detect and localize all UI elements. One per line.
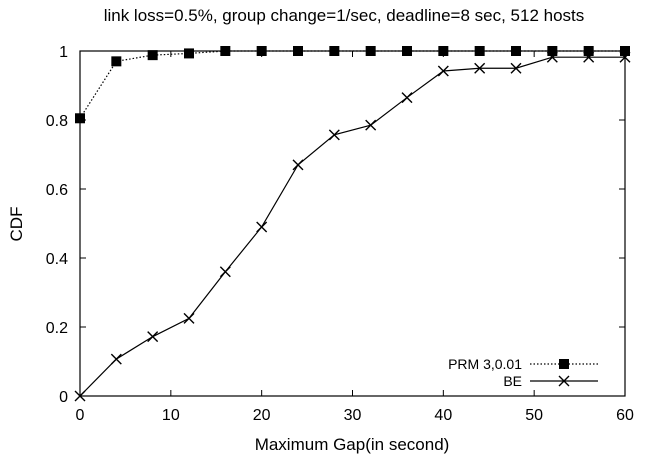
x-tick-label: 40 [434,407,452,424]
legend-marker-be [558,375,570,387]
series-point-square [293,46,303,56]
series-point-x [110,353,122,365]
series-point-x [292,159,304,171]
legend-label-be: BE [503,373,522,389]
series-point-x [546,51,558,63]
series-point-x [328,129,340,141]
series-point-x [183,312,195,324]
x-axis-label: Maximum Gap(in second) [255,435,450,454]
series-line-0 [79,50,625,119]
series-point-square [402,46,412,56]
series-point-square [474,46,485,56]
series-point-square [583,46,594,56]
series-point-square [147,50,158,61]
x-tick-label: 50 [525,407,543,424]
x-tick-label: 20 [253,407,271,424]
series-point-x [147,331,159,343]
series-point-x [256,221,268,233]
y-axis-ticks: 0 0.2 0.4 0.6 0.8 1 [46,44,625,406]
series-point-square [620,46,630,56]
series-point-x [583,51,595,63]
series-line-1 [79,56,625,397]
series-point-square [75,113,85,124]
series-point-square [511,46,521,56]
x-tick-label: 60 [616,407,634,424]
x-tick-label: 30 [344,407,362,424]
series-point-square [547,46,558,56]
plot-frame [79,50,626,397]
x-tick-label: 10 [162,407,180,424]
series-point-square [365,46,376,56]
series-point-x [219,266,231,278]
series-point-square [256,46,267,56]
y-tick-label: 0.2 [46,320,68,337]
chart-title: link loss=0.5%, group change=1/sec, dead… [104,6,585,25]
series-point-x [365,119,377,131]
legend-marker-prm [559,359,569,369]
y-axis-label: CDF [7,207,26,242]
y-tick-label: 0.6 [46,182,68,199]
y-tick-label: 1 [59,44,68,61]
y-tick-label: 0.4 [46,251,68,268]
series-point-x [74,390,86,402]
y-tick-label: 0.8 [46,113,68,130]
series-point-square [329,46,340,56]
legend-label-prm: PRM 3,0.01 [448,356,522,372]
series-point-square [111,56,122,67]
y-tick-label: 0 [59,389,68,406]
x-tick-label: 0 [76,407,85,424]
series-point-x [619,51,631,63]
series-layer [74,46,631,402]
series-point-x [401,92,413,104]
x-axis-ticks: 0 10 20 30 40 50 60 [76,51,634,424]
series-point-x [510,62,522,74]
series-point-x [437,65,449,77]
legend: PRM 3,0.01 BE [448,356,598,389]
series-point-square [438,46,449,56]
series-point-x [474,62,486,74]
series-point-square [184,48,194,59]
series-point-square [220,46,231,56]
